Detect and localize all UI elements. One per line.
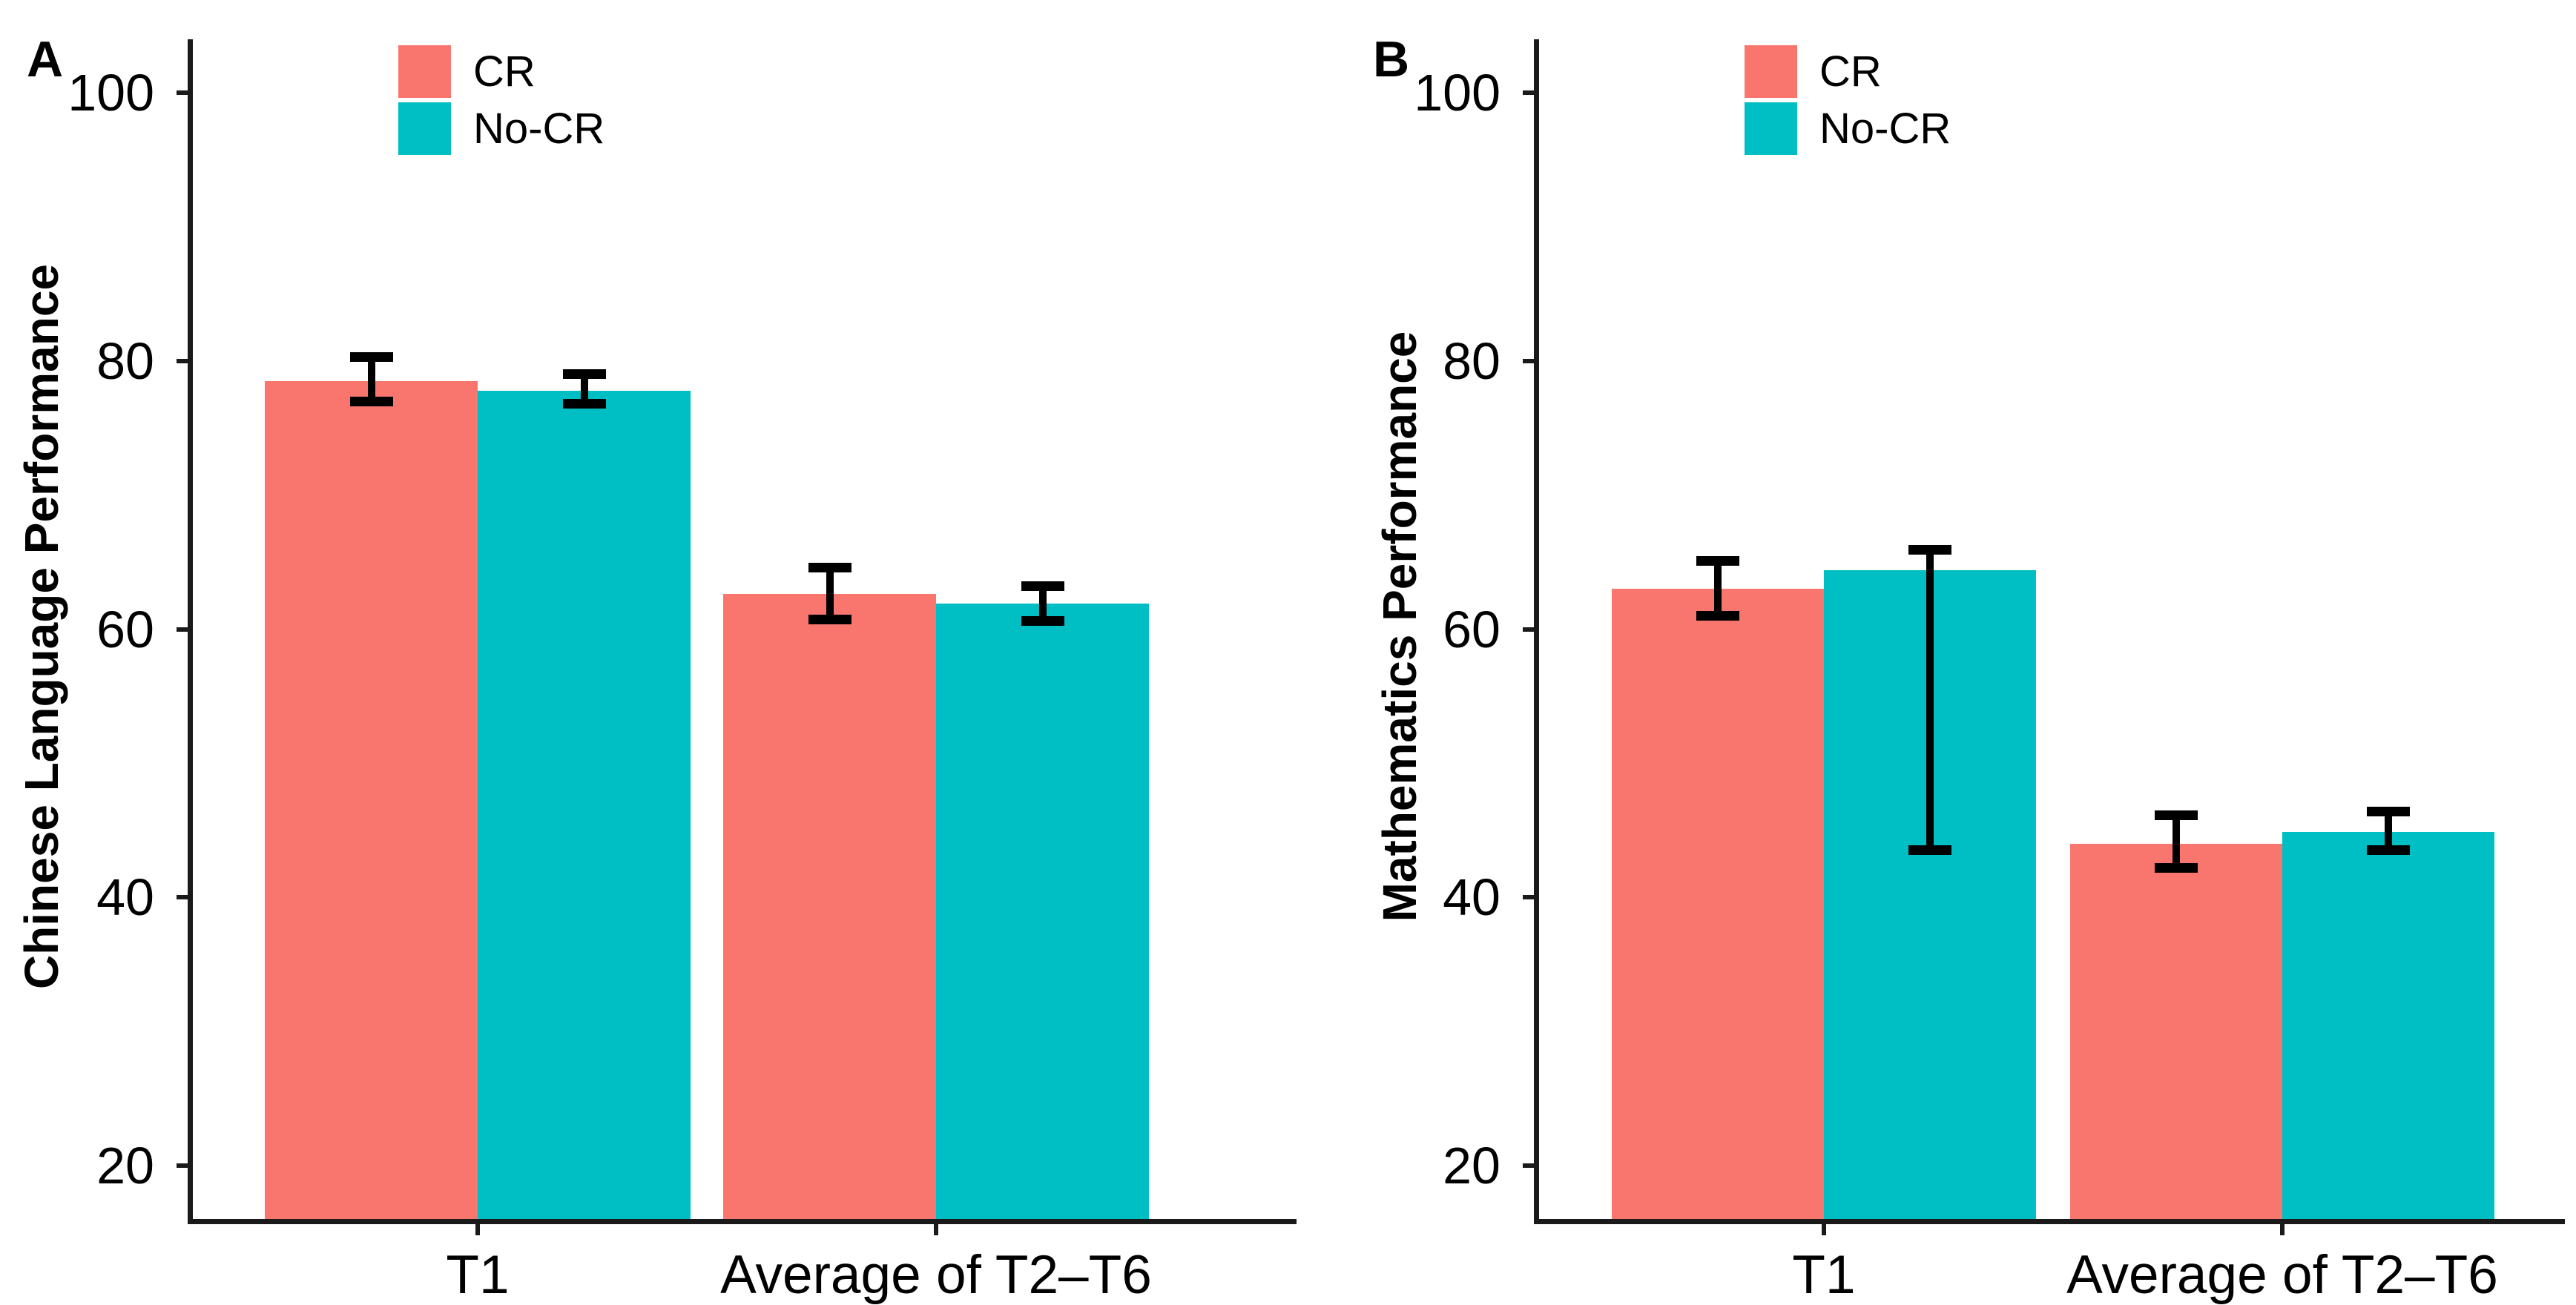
error-bar-cap-top-cr-average-of-t2-t6 [2155,810,2198,821]
error-bar-cap-bottom-cr-average-of-t2-t6 [808,615,851,625]
bar-cr-average-of-t2-t6 [2070,843,2282,1219]
y-tick-label-20: 20 [96,1136,154,1195]
error-bar-cap-top-no-cr-t1 [1908,545,1951,555]
y-axis-line [188,39,193,1224]
x-tick-label-t1: T1 [446,1245,510,1305]
error-bar-cap-top-no-cr-average-of-t2-t6 [2367,806,2410,816]
bar-no-cr-t1 [478,390,691,1219]
legend-label-cr: CR [1819,47,1882,96]
x-axis-line [188,1219,1297,1224]
legend-swatch-cr [398,45,451,98]
bar-cr-t1 [265,381,478,1219]
x-tick-mark-average-of-t2-t6 [2280,1224,2285,1235]
error-bar-cap-bottom-no-cr-t1 [1908,845,1951,856]
error-bar-cap-bottom-cr-average-of-t2-t6 [2155,862,2198,873]
error-bar-cap-top-cr-average-of-t2-t6 [808,562,851,572]
bar-cr-t1 [1612,589,1824,1219]
y-tick-label-40: 40 [1443,868,1501,927]
error-bar-cap-top-no-cr-average-of-t2-t6 [1021,581,1064,592]
y-tick-mark-40 [1523,895,1534,900]
error-bar-stem-no-cr-average-of-t2-t6 [2385,811,2392,850]
error-bar-cap-bottom-cr-t1 [1696,610,1739,621]
x-axis-line [1534,1219,2565,1224]
error-bar-cap-top-no-cr-t1 [562,369,606,380]
y-tick-mark-60 [177,627,188,632]
y-tick-label-80: 80 [96,331,154,390]
y-tick-mark-100 [1523,90,1534,96]
error-bar-stem-cr-average-of-t2-t6 [826,567,834,620]
y-tick-mark-40 [177,895,188,900]
bar-cr-average-of-t2-t6 [723,594,936,1219]
y-tick-mark-20 [177,1163,188,1168]
y-tick-label-40: 40 [96,868,154,927]
error-bar-cap-bottom-no-cr-average-of-t2-t6 [1021,616,1064,627]
legend-label-no-cr: No-CR [473,104,605,153]
y-tick-mark-80 [1523,358,1534,363]
panel-b-label: B [1373,31,1410,87]
bar-no-cr-average-of-t2-t6 [2282,831,2494,1219]
error-bar-cap-top-cr-t1 [1696,555,1739,566]
y-tick-mark-80 [177,358,188,363]
error-bar-cap-bottom-no-cr-t1 [562,399,606,409]
error-bar-stem-cr-t1 [1714,561,1722,616]
panel-a-label: A [27,31,64,87]
x-tick-mark-t1 [1822,1224,1826,1235]
legend-label-no-cr: No-CR [1819,104,1951,153]
y-tick-mark-20 [1523,1163,1534,1168]
legend-label-cr: CR [473,47,536,96]
legend-swatch-no-cr [398,102,451,155]
error-bar-cap-top-cr-t1 [349,351,393,362]
x-tick-label-t1: T1 [1792,1245,1856,1305]
error-bar-stem-no-cr-t1 [580,374,588,404]
y-tick-label-100: 100 [1414,64,1501,122]
error-bar-stem-no-cr-t1 [1926,549,1934,850]
x-tick-mark-average-of-t2-t6 [934,1224,938,1235]
error-bar-stem-no-cr-average-of-t2-t6 [1038,586,1047,621]
x-tick-mark-t1 [475,1224,480,1235]
legend-swatch-cr [1745,45,1797,98]
y-tick-label-80: 80 [1443,331,1501,390]
y-tick-label-60: 60 [1443,600,1501,658]
error-bar-cap-bottom-cr-t1 [349,396,393,406]
y-tick-mark-60 [1523,627,1534,632]
y-tick-label-20: 20 [1443,1136,1501,1195]
y-tick-label-60: 60 [96,600,154,658]
error-bar-stem-cr-average-of-t2-t6 [2173,815,2180,868]
x-tick-label-average-of-t2-t6: Average of T2–T6 [2066,1245,2498,1305]
error-bar-cap-bottom-no-cr-average-of-t2-t6 [2367,845,2410,856]
legend-swatch-no-cr [1745,102,1797,155]
error-bar-stem-cr-t1 [367,357,375,402]
y-tick-label-100: 100 [67,64,154,122]
y-axis-line [1534,39,1539,1224]
x-tick-label-average-of-t2-t6: Average of T2–T6 [720,1245,1152,1305]
y-tick-mark-100 [177,90,188,96]
bar-no-cr-average-of-t2-t6 [936,604,1149,1219]
